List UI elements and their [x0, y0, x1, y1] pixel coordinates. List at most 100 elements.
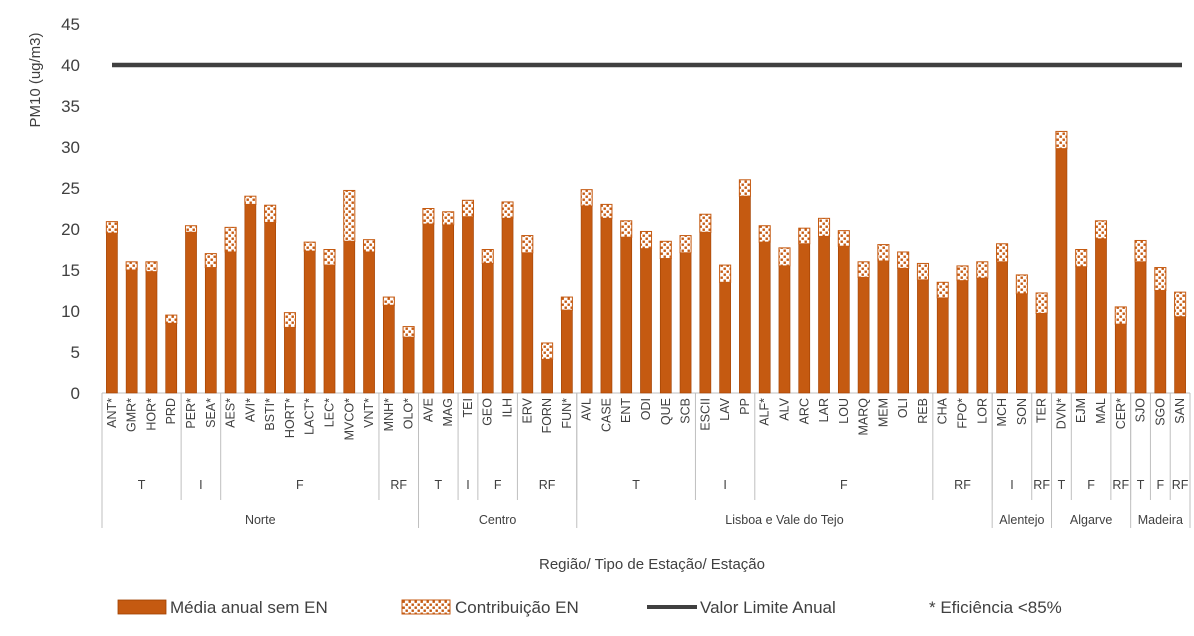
x-category-label: VNT*: [362, 398, 376, 428]
x-category-label: REB: [916, 398, 930, 424]
x-category-label: TEI: [461, 398, 475, 417]
x-category-label: MAG: [441, 398, 455, 426]
bar-mean-LAV: [719, 281, 731, 394]
bar-en-HORT*: [283, 312, 296, 328]
x-category-label: ODI: [639, 398, 653, 420]
y-tick-label: 15: [61, 261, 80, 280]
x-category-label: AVL: [580, 398, 594, 421]
x-type-label: T: [138, 478, 146, 492]
legend-swatch-en: [401, 599, 451, 615]
bar-en-CHA: [936, 281, 949, 299]
x-category-label: ANT*: [105, 398, 119, 428]
bar-mean-HORT*: [284, 327, 296, 394]
bar-en-OLI: [897, 251, 910, 269]
x-type-label: T: [434, 478, 442, 492]
x-region-label: Centro: [479, 513, 517, 527]
bar-en-ILH: [501, 201, 514, 219]
x-type-label: F: [840, 478, 848, 492]
bar-mean-PP: [739, 195, 751, 394]
bar-en-AES*: [224, 226, 237, 253]
bar-mean-MVCO*: [343, 241, 356, 394]
x-category-label: QUE: [659, 398, 673, 425]
bar-en-SCB: [679, 235, 692, 254]
bar-mean-FORN: [541, 359, 553, 394]
bar-mean-SCB: [679, 252, 692, 394]
bar-mean-PER*: [185, 231, 197, 394]
y-tick-label: 30: [61, 138, 80, 157]
x-category-label: CER*: [1114, 398, 1128, 429]
bar-mean-ALV: [778, 265, 791, 394]
bar-en-SEA*: [204, 253, 217, 269]
bar-en-CASE: [600, 203, 613, 219]
y-axis-title: PM10 (ug/m3): [27, 32, 44, 127]
bar-en-ENT: [620, 220, 633, 238]
bar-mean-LAR: [818, 236, 830, 394]
x-type-label: I: [466, 478, 469, 492]
x-category-label: LAR: [817, 398, 831, 422]
bar-en-QUE: [659, 240, 672, 260]
bar-en-FORN: [541, 342, 554, 360]
bar-en-ALF*: [758, 225, 771, 243]
x-category-label: MAL: [1094, 398, 1108, 424]
bar-en-CER*: [1114, 306, 1127, 325]
x-type-label: T: [1058, 478, 1066, 492]
bar-mean-MAG: [442, 224, 455, 394]
bar-en-PP: [738, 179, 751, 197]
legend-swatch-mean: [117, 599, 167, 615]
x-category-label: FPO*: [956, 398, 970, 429]
x-type-label: F: [1157, 478, 1165, 492]
bar-mean-AES*: [224, 251, 237, 394]
bar-en-MAG: [442, 211, 455, 226]
bar-mean-DVN*: [1055, 148, 1068, 394]
x-category-label: HOR*: [144, 398, 158, 431]
x-category-label: SJO: [1134, 398, 1148, 423]
x-type-label: T: [1137, 478, 1145, 492]
x-category-label: MNH*: [382, 398, 396, 431]
x-region-label: Alentejo: [999, 513, 1044, 527]
bar-en-MAL: [1094, 220, 1108, 240]
bar-en-DVN*: [1055, 130, 1068, 150]
bar-mean-LOU: [837, 245, 850, 394]
x-category-label: SON: [1015, 398, 1029, 425]
bar-mean-MCH: [996, 261, 1008, 394]
bar-mean-CHA: [936, 297, 949, 394]
bar-mean-ILH: [501, 218, 514, 394]
bar-en-AVL: [580, 189, 593, 207]
x-type-label: T: [632, 478, 640, 492]
x-type-label: RF: [390, 478, 407, 492]
bar-mean-ARC: [798, 243, 811, 394]
bar-mean-LEC*: [323, 264, 336, 394]
x-category-label: AVE: [421, 398, 435, 422]
bar-en-ODI: [639, 230, 653, 250]
x-type-label: RF: [954, 478, 971, 492]
x-type-label: F: [296, 478, 304, 492]
x-category-label: GMR*: [125, 398, 139, 432]
x-category-label: MCH: [995, 398, 1009, 426]
bar-en-MEM: [877, 244, 890, 262]
bar-en-MNH*: [382, 296, 395, 306]
bar-en-SGO: [1154, 267, 1167, 292]
bar-en-BSTI*: [264, 204, 277, 223]
bar-mean-AVL: [580, 205, 593, 394]
x-category-label: DVN*: [1054, 398, 1068, 429]
x-category-label: ALV: [777, 397, 791, 420]
x-category-label: LACT*: [303, 398, 317, 435]
bar-mean-MAL: [1095, 238, 1107, 394]
bar-en-AVI*: [244, 195, 257, 205]
bar-mean-OLI: [897, 268, 910, 394]
x-category-label: LOR: [975, 398, 989, 424]
y-tick-label: 40: [61, 56, 80, 75]
x-category-label: PP: [738, 398, 752, 415]
bar-mean-ALF*: [758, 241, 771, 394]
legend-label-mean: Média anual sem EN: [170, 598, 328, 617]
x-category-label: FUN*: [560, 398, 574, 429]
x-type-label: RF: [1033, 478, 1050, 492]
x-category-label: OLI: [896, 398, 910, 418]
bar-mean-SJO: [1134, 261, 1147, 394]
x-category-label: BSTI*: [263, 398, 277, 431]
bar-en-GMR*: [125, 261, 138, 271]
bar-mean-CASE: [600, 218, 613, 394]
x-category-label: ALF*: [758, 398, 772, 426]
bar-en-LOU: [837, 230, 850, 247]
